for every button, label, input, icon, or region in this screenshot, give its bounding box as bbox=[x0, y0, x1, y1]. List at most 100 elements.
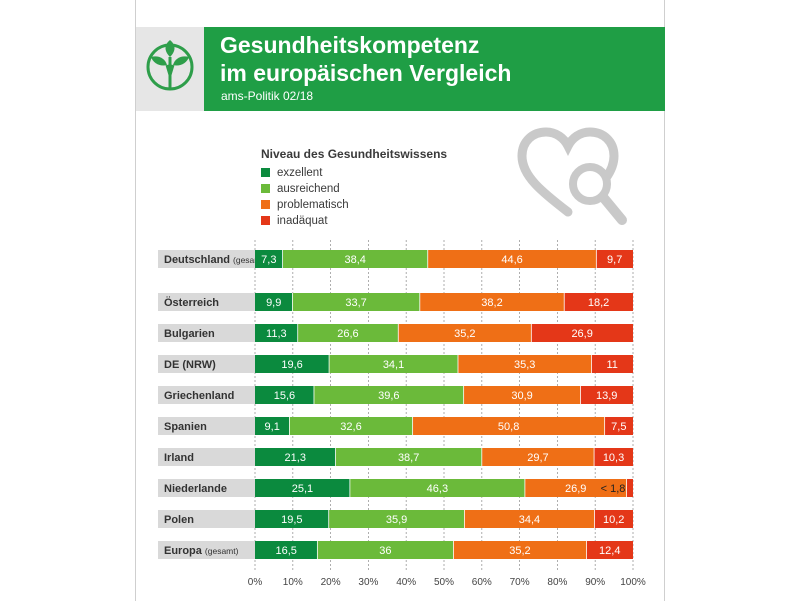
data-label: 46,3 bbox=[427, 483, 448, 495]
row-label-bg bbox=[158, 479, 255, 497]
bar-segment bbox=[255, 417, 290, 435]
data-label: 19,6 bbox=[281, 359, 302, 371]
data-label: 9,1 bbox=[265, 421, 280, 433]
data-label: 44,6 bbox=[501, 254, 522, 266]
row-label-bg bbox=[158, 417, 255, 435]
bar-segment bbox=[626, 479, 633, 497]
data-label: 26,6 bbox=[337, 328, 358, 340]
data-label: 11,3 bbox=[266, 328, 287, 340]
bar-segment bbox=[297, 324, 399, 342]
data-label: 9,9 bbox=[266, 297, 281, 309]
row-label-bg bbox=[158, 386, 255, 404]
category-label: Polen bbox=[164, 514, 194, 526]
data-label: 12,4 bbox=[599, 545, 620, 557]
data-label: 38,2 bbox=[481, 297, 502, 309]
bar-segment bbox=[317, 541, 454, 559]
x-tick-label: 80% bbox=[547, 577, 567, 588]
data-label: 18,2 bbox=[588, 297, 609, 309]
data-label: 33,7 bbox=[345, 297, 366, 309]
row-label-bg bbox=[158, 541, 255, 559]
bar-segment bbox=[255, 324, 298, 342]
row-label-bg bbox=[158, 293, 255, 311]
data-label: 15,6 bbox=[274, 390, 295, 402]
heart-magnifier-icon bbox=[512, 126, 632, 236]
data-label: 35,3 bbox=[514, 359, 535, 371]
data-label: < 1,8 bbox=[601, 483, 626, 495]
data-label: 7,5 bbox=[611, 421, 626, 433]
x-tick-label: 10% bbox=[283, 577, 303, 588]
bar-segment bbox=[531, 324, 633, 342]
bar-segment bbox=[481, 448, 595, 466]
legend-label-inadaequat: inadäquat bbox=[277, 215, 328, 227]
bar-segment bbox=[453, 541, 587, 559]
data-label: 11 bbox=[606, 359, 617, 371]
category-label: Österreich bbox=[164, 296, 219, 309]
data-label: 29,7 bbox=[527, 452, 548, 464]
bar-segment bbox=[564, 293, 633, 311]
data-label: 39,6 bbox=[378, 390, 399, 402]
data-label: 38,7 bbox=[398, 452, 419, 464]
data-label: 10,3 bbox=[603, 452, 624, 464]
legend-swatch-ausreichend bbox=[261, 184, 270, 193]
header-banner bbox=[204, 27, 665, 111]
bar-segment bbox=[398, 324, 532, 342]
data-label: 26,9 bbox=[571, 328, 592, 340]
x-tick-label: 90% bbox=[585, 577, 605, 588]
bar-segment bbox=[349, 479, 525, 497]
data-label: 35,9 bbox=[386, 514, 407, 526]
legend-label-exzellent: exzellent bbox=[277, 167, 323, 179]
x-tick-label: 30% bbox=[358, 577, 378, 588]
bar-segment bbox=[328, 510, 465, 528]
data-label: 34,4 bbox=[519, 514, 540, 526]
bar-segment bbox=[255, 386, 314, 404]
category-label: Deutschland (gesamt) bbox=[164, 254, 267, 266]
data-label: 25,1 bbox=[292, 483, 313, 495]
bar-segment bbox=[463, 386, 581, 404]
x-tick-label: 100% bbox=[620, 577, 646, 588]
legend-item-exzellent: exzellent bbox=[261, 166, 322, 180]
bar-segment bbox=[464, 510, 595, 528]
bar-segment bbox=[255, 479, 350, 497]
data-label: 13,9 bbox=[596, 390, 617, 402]
x-tick-label: 40% bbox=[396, 577, 416, 588]
data-label: 34,1 bbox=[383, 359, 404, 371]
bar-segment bbox=[591, 355, 633, 373]
data-label: 19,5 bbox=[281, 514, 302, 526]
data-label: 7,3 bbox=[261, 254, 276, 266]
bar-segment bbox=[457, 355, 592, 373]
bar-segment bbox=[596, 250, 633, 268]
legend-swatch-inadaequat bbox=[261, 216, 270, 225]
data-label: 35,2 bbox=[509, 545, 530, 557]
bar-segment bbox=[419, 293, 565, 311]
bar-segment bbox=[292, 293, 420, 311]
data-label: 10,2 bbox=[603, 514, 624, 526]
bar-segment bbox=[586, 541, 633, 559]
bar-segment bbox=[255, 355, 330, 373]
bar-segment bbox=[313, 386, 464, 404]
bar-segment bbox=[282, 250, 428, 268]
bar-segment bbox=[594, 510, 633, 528]
page-subtitle: ams-Politik 02/18 bbox=[221, 89, 314, 103]
bar-segment bbox=[412, 417, 605, 435]
legend-swatch-problematisch bbox=[261, 200, 270, 209]
data-label: 35,2 bbox=[454, 328, 475, 340]
row-label-bg bbox=[158, 510, 255, 528]
category-label: Griechenland bbox=[164, 390, 234, 402]
legend-swatch-exzellent bbox=[261, 168, 270, 177]
category-label: Niederlande bbox=[164, 483, 227, 495]
bar-segment bbox=[594, 448, 633, 466]
logo-box bbox=[136, 27, 204, 111]
row-label-bg bbox=[158, 250, 255, 268]
row-label-bg bbox=[158, 324, 255, 342]
data-label: 26,9 bbox=[565, 483, 586, 495]
row-label-bg bbox=[158, 355, 255, 373]
legend-item-problematisch: problematisch bbox=[261, 198, 349, 212]
bar-segment bbox=[289, 417, 413, 435]
x-tick-label: 60% bbox=[472, 577, 492, 588]
bar-segment bbox=[580, 386, 633, 404]
bar-segment bbox=[604, 417, 633, 435]
category-label: Irland bbox=[164, 452, 194, 464]
legend-title: Niveau des Gesundheitswissens bbox=[261, 147, 448, 161]
bar-segment bbox=[427, 250, 597, 268]
